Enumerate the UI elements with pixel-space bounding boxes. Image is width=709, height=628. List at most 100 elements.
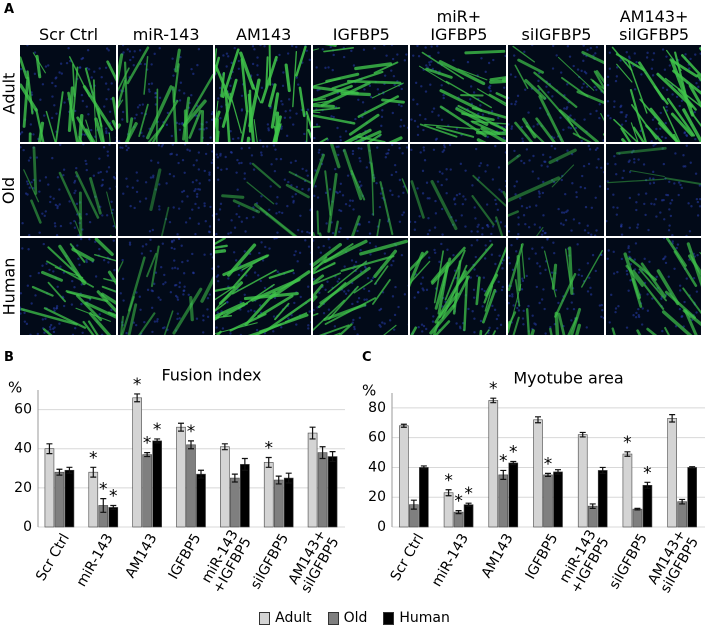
nucleus [275, 236, 279, 240]
nucleus [306, 174, 310, 177]
myotube [84, 301, 121, 320]
x-tick-label: Scr Ctrl [388, 531, 428, 584]
x-tick-label: AM143+siIGFBP5 [285, 527, 342, 595]
nucleus [153, 320, 156, 323]
bar [667, 418, 677, 528]
nucleus [224, 155, 228, 159]
nucleus [225, 65, 229, 68]
nucleus [325, 222, 328, 225]
myotube [640, 262, 666, 298]
nucleus [675, 246, 678, 250]
nucleus [62, 168, 66, 171]
nucleus [524, 88, 527, 91]
nucleus [544, 332, 547, 335]
nucleus [430, 45, 434, 48]
myotube [420, 123, 458, 138]
bar [632, 508, 643, 528]
nucleus [262, 259, 265, 262]
nucleus [266, 123, 270, 126]
nucleus [456, 193, 459, 197]
nucleus [428, 229, 432, 232]
nucleus [633, 88, 636, 91]
nucleus [198, 182, 201, 185]
nucleus [175, 153, 178, 156]
nucleus [625, 51, 628, 54]
myotube [274, 302, 290, 321]
nucleus [663, 68, 666, 71]
nucleus [165, 182, 168, 185]
nucleus [156, 318, 159, 321]
nucleus [235, 171, 238, 174]
y-tick-label: 40 [368, 459, 386, 475]
myotube [89, 177, 102, 215]
nucleus [122, 299, 125, 302]
nucleus [600, 166, 603, 169]
nucleus [678, 104, 681, 108]
nucleus [295, 112, 298, 115]
error-bar [634, 507, 641, 511]
nucleus [216, 156, 220, 159]
nucleus [507, 230, 511, 233]
column-header: IGFBP5 [332, 25, 390, 44]
nucleus [138, 308, 142, 311]
nucleus [643, 257, 646, 261]
nucleus [435, 212, 438, 215]
nucleus [86, 49, 90, 52]
nucleus [676, 243, 679, 246]
nucleus [576, 68, 580, 71]
nucleus [517, 216, 520, 219]
nucleus [416, 187, 420, 190]
legend-swatch [383, 611, 395, 625]
nucleus [240, 161, 243, 165]
nucleus [402, 211, 405, 214]
nucleus [75, 202, 79, 206]
nucleus [141, 135, 145, 138]
myotube [632, 269, 664, 310]
nucleus [450, 215, 453, 219]
nucleus [352, 208, 355, 211]
nucleus [317, 148, 321, 152]
nucleus [100, 184, 103, 188]
nucleus [382, 43, 386, 47]
nucleus [547, 91, 550, 94]
nucleus [217, 279, 220, 283]
nucleus [484, 70, 488, 74]
nucleus [562, 128, 565, 131]
nucleus [186, 259, 189, 263]
nucleus [274, 148, 277, 151]
nucleus [473, 288, 476, 291]
nucleus [180, 260, 184, 264]
nucleus [108, 143, 111, 146]
nucleus [245, 274, 248, 277]
nucleus [698, 197, 701, 201]
nucleus [473, 331, 477, 334]
nucleus [654, 197, 657, 201]
nucleus [606, 180, 609, 183]
nucleus [428, 61, 431, 64]
nucleus [636, 223, 639, 226]
nucleus [586, 85, 589, 88]
nucleus [383, 252, 386, 255]
myotube [221, 194, 245, 199]
myotube [298, 86, 306, 118]
myotube [686, 242, 705, 290]
nucleus [252, 62, 255, 66]
nucleus [237, 204, 241, 208]
nucleus [54, 84, 57, 88]
x-tick-label: AM143 [123, 531, 161, 581]
nucleus [171, 143, 174, 146]
nucleus [141, 103, 144, 106]
myotube [670, 59, 694, 117]
nucleus [342, 55, 346, 59]
nucleus [106, 154, 110, 157]
nucleus [621, 176, 624, 180]
nucleus [390, 43, 393, 47]
nucleus [479, 104, 482, 107]
nucleus [254, 271, 257, 274]
nucleus [195, 159, 198, 162]
nucleus [658, 127, 662, 131]
nucleus [365, 298, 368, 301]
error-bar [90, 466, 97, 478]
nucleus [514, 103, 517, 106]
nucleus [77, 257, 80, 261]
